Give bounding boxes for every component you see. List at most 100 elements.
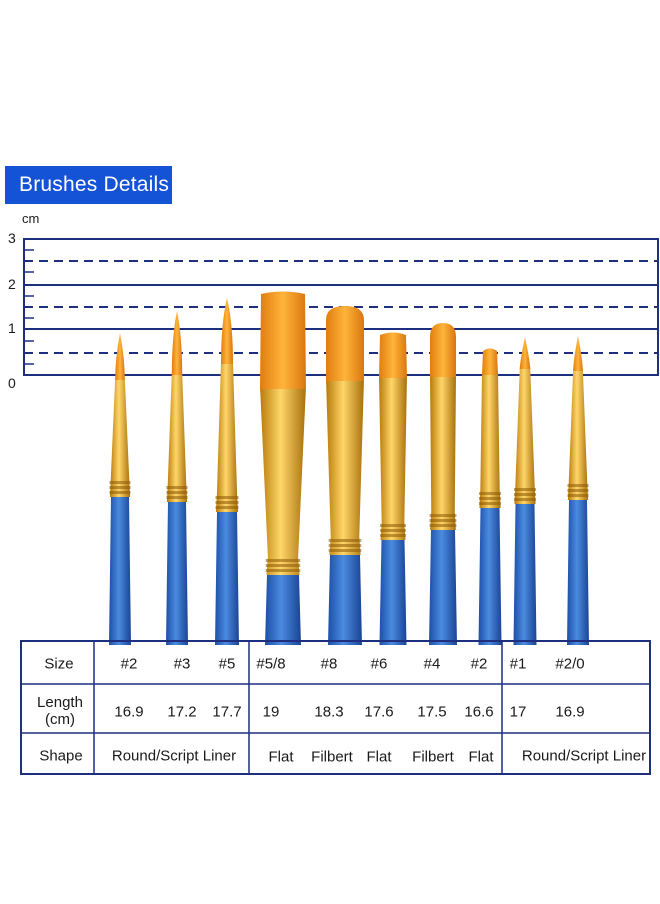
ferrule-ring (513, 488, 537, 491)
brush (478, 348, 502, 645)
ferrule-ring (109, 481, 131, 484)
ferrule-ring (567, 484, 589, 487)
brush-bristles (430, 323, 456, 377)
size-cell: #4 (423, 655, 441, 673)
ferrule-ring (380, 529, 406, 532)
shape-cell: Flat (366, 748, 392, 766)
brush (513, 337, 537, 645)
brush-handle (109, 497, 131, 645)
ferrule-ring (109, 491, 131, 494)
ferrule-ring (429, 514, 457, 517)
brush-handle (328, 555, 362, 645)
brush-ferrule (260, 386, 306, 575)
ferrule-ring (380, 524, 406, 527)
ruler-tick-label: 2 (8, 276, 16, 292)
brush-ferrule (479, 372, 501, 508)
size-cell: #8 (320, 655, 338, 673)
ferrule-ring (265, 564, 301, 567)
brush-handle (513, 504, 537, 645)
brush-bristles (519, 337, 531, 369)
length-cell: 16.6 (464, 703, 494, 721)
row-label-shape: Shape (39, 747, 83, 765)
length-cell: 17.5 (417, 703, 447, 721)
brush (429, 323, 457, 645)
ruler-tick-label: 3 (8, 230, 16, 246)
shape-cell: Filbert (311, 748, 353, 766)
ferrule-ring (109, 486, 131, 489)
ruler-unit-label: cm (22, 211, 40, 226)
ferrule-ring (429, 524, 457, 527)
brush-bristles (171, 311, 183, 375)
brush (215, 298, 239, 645)
ferrule-ring (265, 569, 301, 572)
ferrule-ring (513, 493, 537, 496)
brush-ferrule (430, 374, 456, 530)
brush-handle (215, 512, 239, 645)
size-cell: #6 (370, 655, 388, 673)
ferrule-ring (328, 549, 362, 552)
brush (379, 332, 407, 645)
shape-cell: Round/Script Liner (111, 747, 237, 765)
page-title: Brushes Details (5, 166, 172, 204)
brush-bristles (221, 298, 233, 364)
ferrule-ring (215, 501, 239, 504)
brush-handle (265, 575, 301, 645)
brush-handle (429, 530, 457, 645)
size-cell: #2 (470, 655, 488, 673)
brush (109, 333, 131, 645)
ruler-tick-label: 0 (8, 375, 16, 391)
ferrule-ring (478, 492, 502, 495)
ferrule-ring (265, 559, 301, 562)
ruler-minor-ticks (24, 249, 34, 365)
brush-handle (379, 540, 407, 645)
row-label-size: Size (44, 655, 74, 673)
length-cell: 17.7 (212, 703, 242, 721)
ferrule-ring (478, 502, 502, 505)
table-grid (20, 640, 651, 775)
brush-handle (166, 502, 188, 645)
size-cell: #5 (218, 655, 236, 673)
brush (166, 311, 188, 645)
ferrule-ring (166, 491, 188, 494)
ferrule-ring (328, 539, 362, 542)
length-cell: 18.3 (314, 703, 344, 721)
shape-cell: Filbert (412, 748, 454, 766)
brush-bristles (379, 332, 407, 378)
ferrule-ring (215, 496, 239, 499)
brush (260, 291, 306, 645)
brush-handle (478, 508, 502, 645)
ferrule-ring (567, 494, 589, 497)
ferrule-ring (429, 519, 457, 522)
ferrule-ring (166, 486, 188, 489)
brush (326, 306, 364, 645)
brush-ferrule (567, 369, 589, 500)
ferrule-ring (328, 544, 362, 547)
brush-ferrule (109, 378, 131, 497)
spec-table: Size Length (cm) Shape #2 #3 #5 #5/8 #8 #6 #4 #… (20, 640, 651, 775)
length-cell: 17.6 (364, 703, 394, 721)
length-cell: 17.2 (167, 703, 197, 721)
brush-ferrule (514, 367, 536, 504)
size-cell: #1 (509, 655, 527, 673)
brush-handle (567, 500, 589, 645)
brush-bristles (260, 291, 306, 389)
brush-ferrule (379, 375, 407, 540)
ferrule-ring (166, 496, 188, 499)
brush-bristles (482, 348, 498, 375)
brush-ferrule (326, 378, 364, 555)
shape-cell: Flat (268, 748, 294, 766)
size-cell: #3 (173, 655, 191, 673)
length-cell: 17 (509, 703, 527, 721)
brush-ferrule (215, 362, 239, 512)
shape-cell: Round/Script Liner (521, 747, 647, 765)
length-cell: 16.9 (114, 703, 144, 721)
ferrule-ring (380, 534, 406, 537)
brushes (109, 291, 589, 645)
shape-cell: Flat (468, 748, 494, 766)
ferrule-ring (478, 497, 502, 500)
row-label-length: Length (cm) (37, 694, 83, 728)
ferrule-ring (513, 498, 537, 501)
size-cell: #5/8 (256, 655, 286, 673)
brush (567, 336, 589, 645)
